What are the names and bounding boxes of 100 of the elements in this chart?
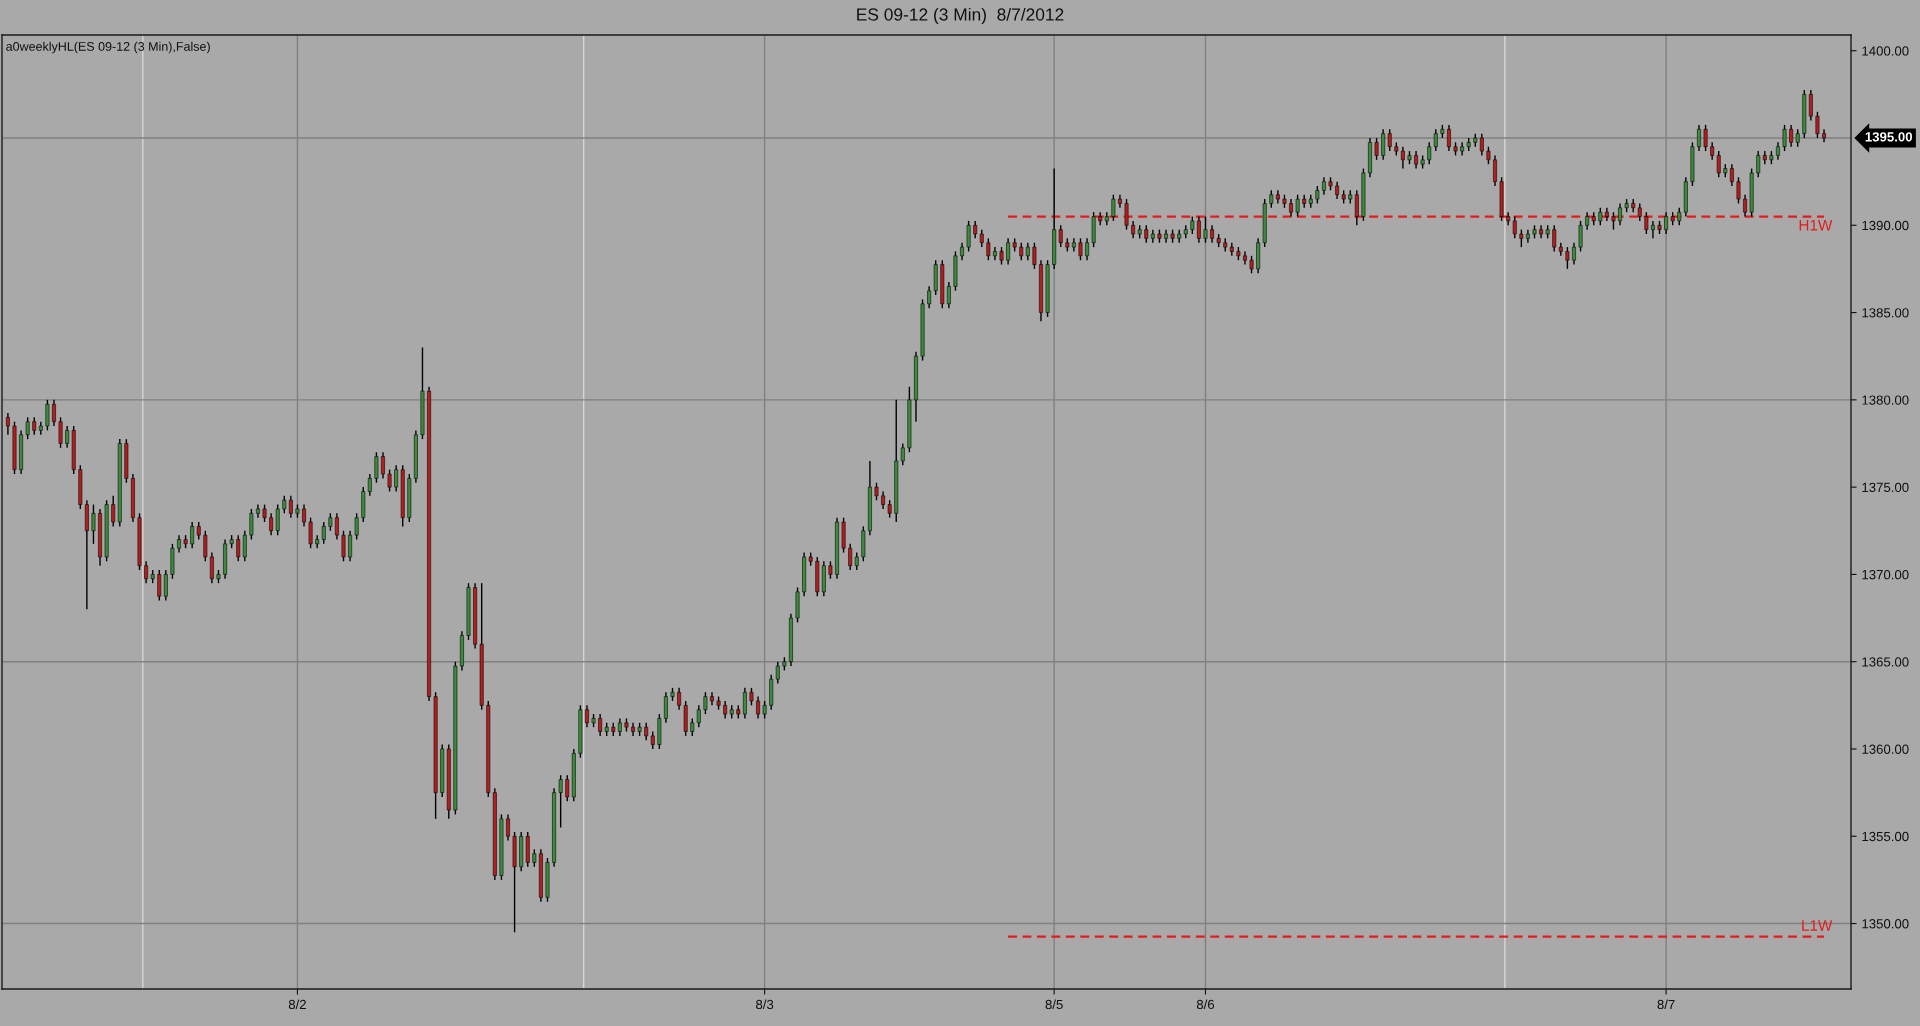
candlestick [900, 442, 905, 466]
candlestick [1058, 224, 1063, 248]
candlestick [598, 713, 603, 737]
candlestick [1729, 163, 1734, 187]
candlestick [348, 530, 353, 563]
x-tick-label: 8/6 [1196, 999, 1215, 1010]
candlestick [190, 521, 195, 549]
candlestick [1479, 132, 1484, 157]
candlestick [946, 281, 951, 309]
x-tick-label: 8/5 [1045, 999, 1063, 1010]
candlestick [1512, 215, 1517, 240]
series-label: H1W [1799, 219, 1833, 231]
x-tick-label: 8/2 [288, 999, 306, 1010]
candlestick [677, 687, 682, 711]
candlestick [1381, 128, 1386, 161]
y-tick-label: 1385.00 [1862, 308, 1909, 318]
chart-title: ES 09-12 (3 Min) 8/7/2012 [857, 7, 1064, 25]
candlestick [1578, 220, 1583, 253]
candlestick [1651, 220, 1655, 240]
candlestick [236, 534, 241, 563]
candlestick [1354, 189, 1359, 226]
y-tick-label: 1370.00 [1862, 569, 1909, 580]
candlestick [1374, 137, 1379, 161]
series-label: L1W [1802, 920, 1833, 931]
candlestick [565, 774, 570, 803]
ref-line-label: 1395.00 [1865, 132, 1913, 142]
y-tick-label: 1350.00 [1862, 919, 1909, 929]
y-tick-label: 1375.00 [1862, 482, 1909, 493]
candlestick [558, 774, 563, 829]
candlestick [1387, 128, 1392, 152]
candlestick [321, 521, 326, 545]
candlestick [1295, 194, 1300, 218]
candlestick [1572, 242, 1576, 266]
candlestick [144, 560, 149, 584]
candlestick [387, 468, 392, 493]
candlestick [1756, 150, 1761, 178]
candlestick [341, 530, 346, 563]
candlestick [1716, 150, 1721, 178]
candlestick [1032, 242, 1037, 270]
candlestick [302, 503, 306, 528]
candlestick [45, 399, 50, 432]
candlestick [986, 237, 991, 261]
candlestick [1736, 176, 1741, 205]
candlestick [1124, 198, 1129, 231]
candlestick [308, 516, 313, 549]
candlestick [65, 425, 70, 449]
candlestick [249, 508, 254, 541]
candlestick [335, 512, 339, 541]
candlestick [703, 691, 708, 715]
candlestick [394, 464, 399, 493]
candlestick [1552, 224, 1557, 253]
y-tick-label: 1390.00 [1862, 220, 1909, 231]
candlestick [354, 512, 359, 541]
candlestick [756, 695, 760, 720]
candlestick [1006, 237, 1011, 266]
candlestick [1565, 246, 1570, 270]
candlestick [1111, 194, 1116, 222]
candlestick [1743, 194, 1747, 218]
candlestick [1808, 89, 1813, 122]
candlestick [52, 399, 56, 427]
candlestick [585, 704, 589, 728]
candlestick [1447, 124, 1451, 152]
candlestick [1697, 124, 1701, 152]
y-tick-label: 1380.00 [1862, 395, 1909, 405]
candlestick [269, 512, 274, 536]
candlestick [1196, 215, 1201, 244]
x-tick-label: 8/3 [756, 999, 774, 1010]
candlestick [1664, 211, 1669, 235]
candlestick [1815, 111, 1820, 139]
candlestick [242, 530, 247, 563]
annotation: a0weeklyHL(ES 09-12 (3 Min),False) [6, 41, 210, 54]
candlestick [58, 416, 63, 449]
candlestick [203, 530, 208, 563]
candlestick [209, 551, 214, 584]
candlestick [966, 220, 971, 253]
candlestick [1400, 146, 1405, 170]
candlestick [664, 691, 668, 724]
y-tick-label: 1355.00 [1862, 831, 1909, 842]
candlestick [91, 503, 96, 545]
candlestick [1433, 128, 1438, 152]
candlestick [506, 813, 510, 842]
candlestick [111, 495, 116, 528]
candlestick [288, 495, 293, 519]
x-tick-label: 8/7 [1657, 999, 1675, 1010]
candlestick [742, 687, 747, 720]
candlestick [1782, 124, 1787, 152]
candlestick [275, 503, 280, 536]
candlestick [1427, 141, 1432, 165]
candlestick [1644, 211, 1649, 235]
candlestick [163, 569, 168, 602]
candlestick [1789, 124, 1794, 148]
candlestick [1493, 154, 1497, 187]
candlestick [1203, 215, 1208, 244]
candlestick [1085, 237, 1089, 261]
candlestick [157, 569, 162, 602]
candlestick [1078, 237, 1083, 261]
candlestick [1618, 202, 1622, 226]
y-tick-label: 1360.00 [1862, 744, 1909, 754]
candlestick [696, 704, 701, 728]
candlestick [374, 451, 379, 484]
